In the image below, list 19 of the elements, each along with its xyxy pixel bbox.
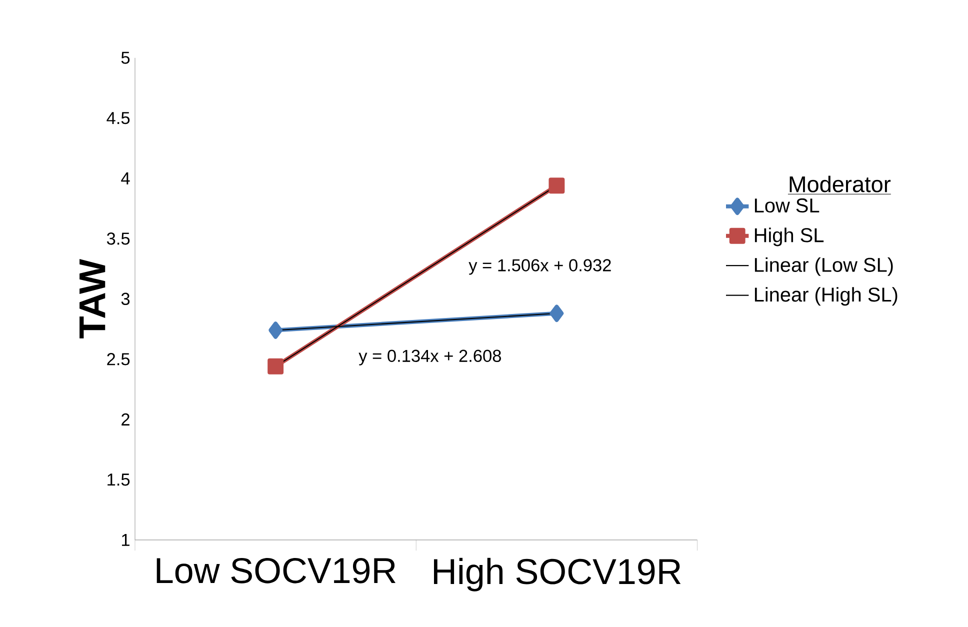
legend-label: Linear (High SL) — [754, 287, 898, 306]
legend-label: Low SL — [754, 198, 820, 213]
y-tick-label: 3.5 — [106, 232, 130, 245]
y-tick-label: 2.5 — [107, 353, 130, 366]
x-tick-label: Low SOCV19R — [156, 558, 396, 584]
y-tick-label: 1.5 — [108, 474, 130, 486]
x-tick-label: High SOCV19R — [434, 558, 681, 592]
legend-label: High SL — [754, 228, 824, 246]
legend-label: Linear (Low SL) — [754, 257, 893, 276]
y-tick-label: 2 — [122, 413, 130, 426]
legend-title: Moderator — [790, 176, 891, 192]
y-tick-label: 4.5 — [106, 112, 130, 124]
y-tick-label: 4 — [121, 172, 130, 184]
y-tick-label: 5 — [121, 52, 130, 64]
y-tick-label: 3 — [121, 292, 130, 306]
annotation: y = 0.134x + 2.608 — [358, 350, 501, 366]
annotation: y = 1.506x + 0.932 — [468, 259, 611, 275]
y-axis-title: TAW — [80, 259, 106, 338]
y-tick-label: 1 — [122, 534, 130, 546]
